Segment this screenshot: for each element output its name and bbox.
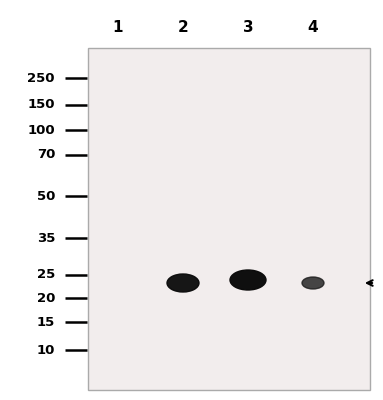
Text: 50: 50 (37, 190, 55, 202)
Text: 10: 10 (37, 344, 55, 356)
Ellipse shape (230, 270, 266, 290)
Text: 20: 20 (37, 292, 55, 304)
Text: 150: 150 (28, 98, 55, 112)
Text: 35: 35 (37, 232, 55, 244)
Text: 250: 250 (28, 72, 55, 84)
Text: 3: 3 (243, 20, 253, 36)
Text: 100: 100 (27, 124, 55, 136)
Text: 25: 25 (37, 268, 55, 282)
Text: 1: 1 (113, 20, 123, 36)
Bar (88, 48, 370, 390)
Text: 15: 15 (37, 316, 55, 328)
Text: 4: 4 (308, 20, 318, 36)
Text: 2: 2 (178, 20, 188, 36)
Text: 70: 70 (37, 148, 55, 162)
Ellipse shape (302, 277, 324, 289)
Ellipse shape (167, 274, 199, 292)
